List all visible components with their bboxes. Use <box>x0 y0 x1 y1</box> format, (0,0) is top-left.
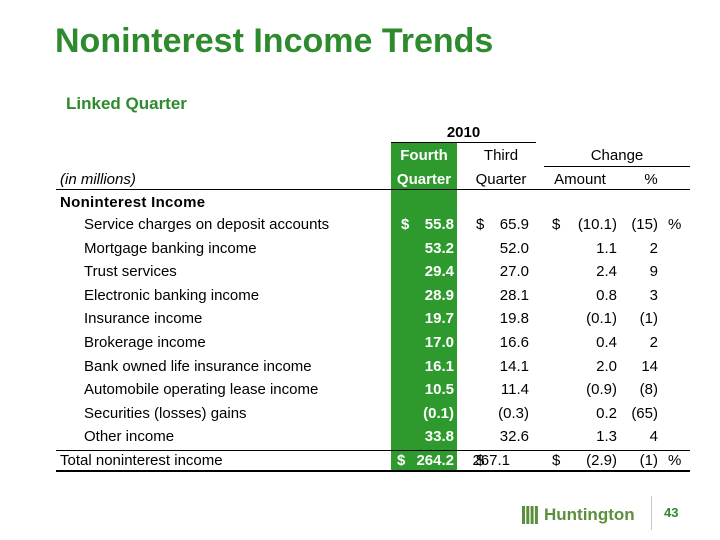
percent-value: 9 <box>649 263 658 280</box>
percent-header: % <box>644 171 658 188</box>
q4-value: 53.2 <box>424 240 454 257</box>
amount-value: 1.1 <box>596 240 617 257</box>
footer-divider <box>651 496 652 530</box>
header-rule <box>56 189 690 190</box>
page-number: 43 <box>664 505 679 520</box>
amount-header: Amount <box>554 171 606 188</box>
row-label: Mortgage banking income <box>84 240 257 257</box>
amount-value: (0.9) <box>586 381 617 398</box>
change-header: Change <box>590 147 644 164</box>
logo-text: Huntington <box>544 505 635 524</box>
row-label: Electronic banking income <box>84 287 260 304</box>
amount-value: 2.0 <box>596 358 617 375</box>
q4-value: 29.4 <box>424 263 454 280</box>
q4-value: 28.9 <box>424 287 454 304</box>
amount-value: 2.4 <box>596 263 617 280</box>
percent-sign: % <box>668 216 682 233</box>
q3-currency: $ <box>476 216 485 233</box>
amount-value: 1.3 <box>596 428 617 445</box>
third-quarter-header-1: Third <box>483 147 519 164</box>
q3-value: 32.6 <box>499 428 529 445</box>
amount-value: 0.4 <box>596 334 617 351</box>
q4-value: 33.8 <box>424 428 454 445</box>
total-bottom-rule <box>56 470 690 472</box>
page-title: Noninterest Income Trends <box>55 22 494 60</box>
percent-value: 14 <box>641 358 658 375</box>
q3-value: 11.4 <box>500 381 529 398</box>
q3-value: 19.8 <box>499 310 529 327</box>
row-label: Securities (losses) gains <box>84 405 247 422</box>
total-top-rule <box>56 450 690 451</box>
percent-value: 3 <box>649 287 658 304</box>
fourth-quarter-highlight <box>391 142 457 471</box>
total-q4-value: 264.2 <box>416 452 454 469</box>
total-q4-currency: $ <box>397 452 406 469</box>
row-label: Trust services <box>84 263 177 280</box>
year-underline <box>391 142 536 143</box>
row-label: Automobile operating lease income <box>84 381 319 398</box>
q3-value: 28.1 <box>499 287 529 304</box>
total-q3-value: 267.1 <box>472 452 510 469</box>
percent-value: 2 <box>649 240 658 257</box>
q4-value: 10.5 <box>424 381 454 398</box>
total-label: Total noninterest income <box>60 452 223 469</box>
percent-value: 2 <box>649 334 658 351</box>
change-underline <box>544 166 690 167</box>
q4-value: 55.8 <box>424 216 454 233</box>
section-heading: Noninterest Income <box>60 194 206 211</box>
amount-value: (10.1) <box>577 216 617 233</box>
q3-value: (0.3) <box>498 405 529 422</box>
percent-value: (1) <box>639 310 658 327</box>
q4-value: (0.1) <box>423 405 454 422</box>
total-q3-currency: $ <box>476 452 485 469</box>
q4-value: 17.0 <box>424 334 454 351</box>
amount-value: 0.2 <box>596 405 617 422</box>
q3-value: 14.1 <box>499 358 529 375</box>
q4-value: 16.1 <box>424 358 454 375</box>
logo-mark-icon <box>522 506 538 524</box>
percent-value: 4 <box>649 428 658 445</box>
q4-value: 19.7 <box>424 310 454 327</box>
row-label: Service charges on deposit accounts <box>84 216 330 233</box>
amount-value: (0.1) <box>586 310 617 327</box>
units-label: (in millions) <box>60 171 136 188</box>
q3-value: 65.9 <box>499 216 529 233</box>
q3-value: 27.0 <box>499 263 529 280</box>
total-amount-value: (2.9) <box>586 452 617 469</box>
row-label: Insurance income <box>84 310 203 327</box>
percent-value: (15) <box>631 216 658 233</box>
fourth-quarter-header-2: Quarter <box>396 171 452 188</box>
row-label: Bank owned life insurance income <box>84 358 312 375</box>
total-percent-value: (1) <box>639 452 658 469</box>
row-label: Brokerage income <box>84 334 206 351</box>
fourth-quarter-header-1: Fourth <box>400 147 448 164</box>
percent-value: (65) <box>631 405 658 422</box>
page-subtitle: Linked Quarter <box>66 94 187 113</box>
year-header: 2010 <box>446 124 481 141</box>
total-amount-currency: $ <box>552 452 561 469</box>
q3-value: 52.0 <box>499 240 529 257</box>
amount-value: 0.8 <box>596 287 617 304</box>
total-percent-sign: % <box>668 452 682 469</box>
amount-currency: $ <box>552 216 561 233</box>
row-label: Other income <box>84 428 175 445</box>
q4-currency: $ <box>401 216 410 233</box>
percent-value: (8) <box>639 381 658 398</box>
huntington-logo: Huntington <box>522 504 635 526</box>
third-quarter-header-2: Quarter <box>475 171 527 188</box>
q3-value: 16.6 <box>499 334 529 351</box>
